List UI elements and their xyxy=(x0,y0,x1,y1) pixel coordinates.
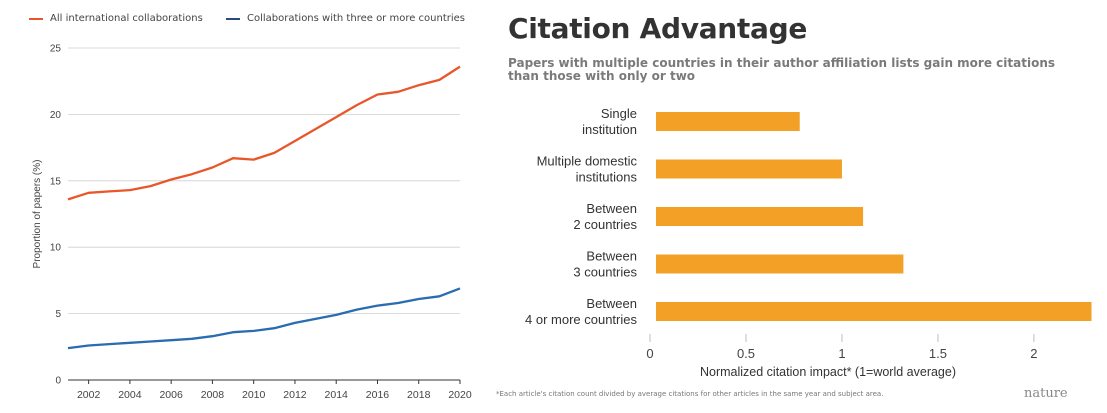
series-line-1 xyxy=(67,287,461,350)
y-tick-label: 0 xyxy=(55,376,61,387)
x-tick-label: 2 xyxy=(1030,346,1037,361)
legend-label-international: All international collaborations xyxy=(50,13,203,24)
line-chart: 0 5 10 15 20 25 2002 2004 2006 2008 2010 2012 2014 20… xyxy=(32,44,472,402)
category-label: Between xyxy=(586,296,637,311)
chart-subtitle: Papers with multiple countries in their … xyxy=(508,56,1056,83)
category-label: institutions xyxy=(576,170,638,185)
bar xyxy=(656,112,800,131)
category-label: 3 countries xyxy=(573,265,637,280)
y-tick-label: 10 xyxy=(50,243,62,254)
x-axis-label: Normalized citation impact* (1=world ave… xyxy=(700,365,956,379)
x-tick-label: 2016 xyxy=(366,389,390,401)
category-label: Multiple domestic xyxy=(537,154,638,169)
y-tick-label: 5 xyxy=(55,309,61,320)
bar xyxy=(656,207,864,226)
category-label: 4 or more countries xyxy=(525,312,637,327)
category-label: Between xyxy=(586,201,637,216)
y-tick-label: 15 xyxy=(50,176,62,187)
bar xyxy=(656,302,1092,321)
chart-title: Citation Advantage xyxy=(508,12,808,45)
y-tick-label: 25 xyxy=(50,44,62,55)
series-line-0 xyxy=(67,65,461,201)
x-tick-label: 0 xyxy=(646,346,653,361)
x-tick-label: 2014 xyxy=(325,389,349,401)
x-tick-label: 2008 xyxy=(201,389,225,401)
y-axis-label: Proportion of papers (%) xyxy=(32,160,43,269)
x-tick-label: 2010 xyxy=(242,389,266,401)
x-tick-label: 2020 xyxy=(448,389,472,401)
line-chart-panel: All international collaborations Collabo… xyxy=(0,0,490,408)
legend-label-three-plus: Collaborations with three or more countr… xyxy=(247,13,466,24)
legend-item-international: All international collaborations xyxy=(29,13,203,24)
x-tick-label: 2002 xyxy=(77,389,101,401)
x-tick-label: 2004 xyxy=(118,389,142,401)
bar xyxy=(656,159,842,179)
category-label: Single xyxy=(601,106,637,121)
x-tick-label: 1.5 xyxy=(929,346,947,361)
bar xyxy=(656,254,904,274)
footnote: *Each article's citation count divided b… xyxy=(496,390,884,398)
bar-chart-panel: Citation Advantage Papers with multiple … xyxy=(490,0,1107,408)
legend-swatch-blue xyxy=(226,17,240,20)
x-tick-label: 1 xyxy=(838,346,845,361)
x-tick-label: 2018 xyxy=(407,389,431,401)
legend-item-three-plus: Collaborations with three or more countr… xyxy=(226,13,465,24)
y-tick-label: 20 xyxy=(50,110,62,121)
x-tick-label: 2012 xyxy=(283,389,307,401)
category-label: 2 countries xyxy=(573,217,637,232)
nature-logo: nature xyxy=(1024,386,1068,401)
x-tick-label: 2006 xyxy=(159,389,183,401)
category-label: Between xyxy=(586,249,637,264)
x-tick-label: 0.5 xyxy=(737,346,755,361)
legend-swatch-orange xyxy=(29,17,43,20)
category-label: institution xyxy=(582,122,637,137)
